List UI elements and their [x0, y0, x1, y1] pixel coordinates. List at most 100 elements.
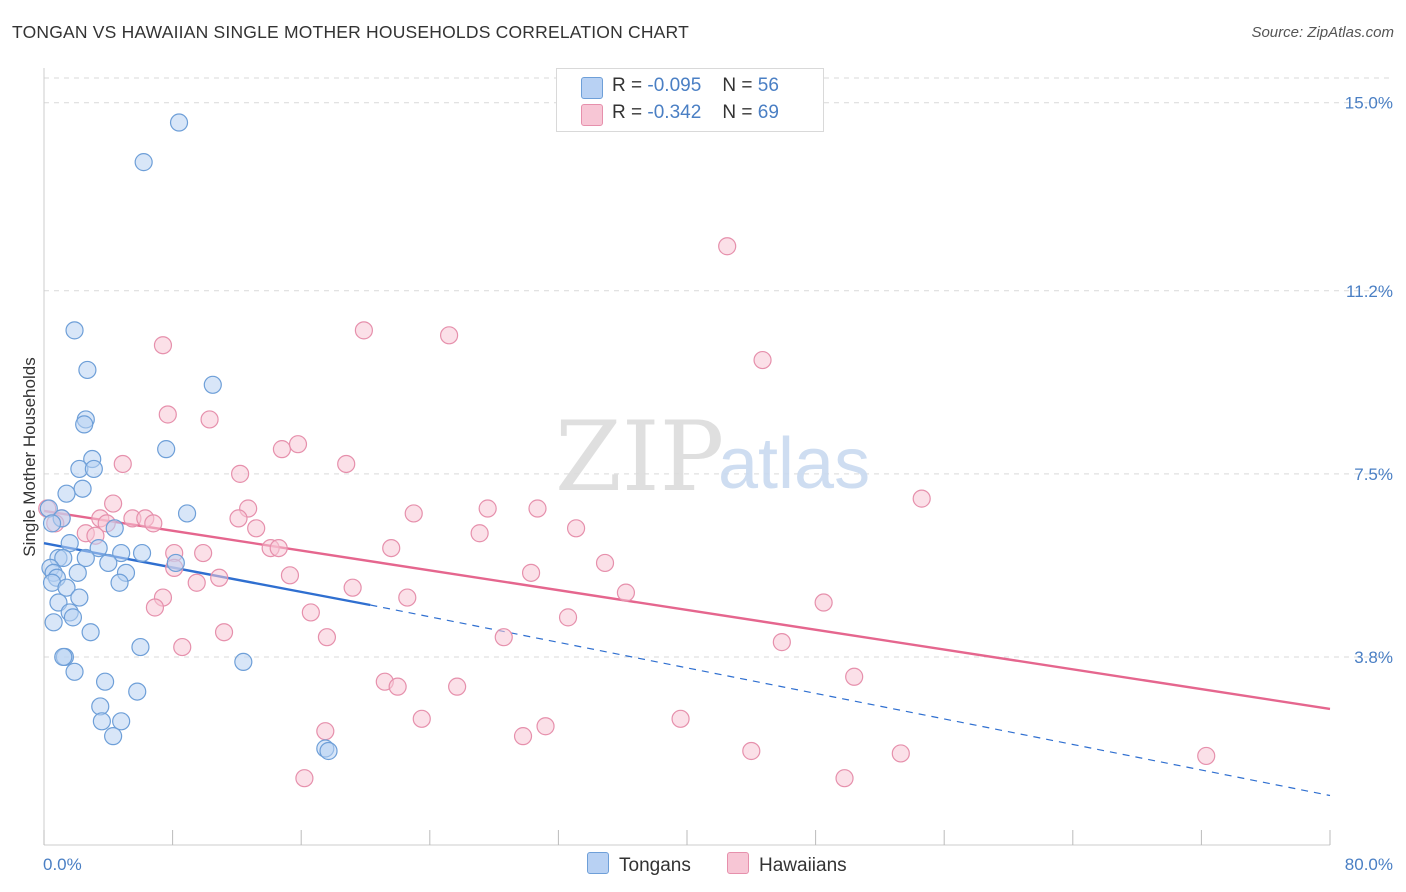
tongan-point — [44, 613, 63, 632]
hawaiian-point — [316, 722, 335, 741]
tongan-point — [65, 662, 84, 681]
tongan-point — [57, 578, 76, 597]
x-tick-label: 0.0% — [43, 855, 82, 874]
hawaiian-point — [494, 628, 513, 647]
tongan-point — [157, 440, 176, 459]
hawaiian-point — [412, 709, 431, 728]
x-tick-label: 80.0% — [1345, 855, 1393, 874]
tongan-point — [110, 573, 129, 592]
hawaiian-point — [247, 519, 266, 538]
hawaiian-point — [280, 566, 300, 585]
hawaiian-point — [269, 538, 288, 558]
tongan-point — [166, 553, 185, 573]
hawaiian-point — [753, 350, 772, 370]
hawaiian-point — [404, 504, 423, 523]
hawaiian-point — [317, 628, 337, 647]
hawaiian-point — [104, 494, 123, 513]
hawaiian-point — [153, 336, 173, 355]
hawaiian-point — [173, 637, 192, 657]
tongan-point — [68, 563, 87, 582]
hawaiian-point — [388, 677, 407, 696]
tongan-point — [319, 741, 338, 761]
tongan-point — [128, 682, 147, 701]
hawaiian-point — [398, 588, 417, 607]
tongan-point — [105, 519, 124, 538]
hawaiian-point — [144, 514, 163, 533]
hawaiian-point — [448, 677, 467, 696]
tongan-point — [177, 504, 197, 523]
watermark-zip: ZIP — [555, 401, 724, 513]
tongan-point — [134, 153, 153, 172]
tongan-point — [81, 623, 100, 642]
grid-lines — [44, 77, 1392, 658]
legend-r-value: -0.095 — [647, 75, 702, 96]
hawaiian-point — [772, 633, 791, 652]
hawaiian-point — [814, 593, 833, 612]
hawaiian-point — [566, 519, 586, 538]
hawaiian-point — [382, 538, 401, 558]
legend-r-label: R = — [612, 75, 643, 96]
tongan-point — [54, 548, 73, 568]
hawaiian-point — [337, 454, 356, 474]
legend-n-label: N = — [722, 102, 753, 123]
y-tick-label: 11.2% — [1346, 282, 1393, 301]
tongan-point — [78, 360, 97, 380]
legend-n-label: N = — [722, 75, 753, 96]
y-tick-label: 15.0% — [1345, 94, 1393, 113]
hawaiian-point — [288, 435, 308, 454]
hawaiian-point — [113, 454, 132, 474]
hawaiian-point — [845, 667, 864, 686]
hawaiian-point — [439, 326, 459, 345]
hawaiian-point — [194, 543, 213, 563]
trend-lines — [43, 509, 1331, 797]
data-points — [38, 113, 1216, 788]
hawaiian-point — [478, 499, 497, 518]
legend-item-hawaiians[interactable]: Hawaiians — [727, 852, 847, 877]
hawaiian-point — [229, 509, 248, 528]
tongan-point — [70, 588, 89, 607]
tongan-point — [76, 548, 95, 568]
tongan-point — [131, 637, 150, 657]
hawaiian-point — [295, 769, 314, 788]
hawaiian-point — [513, 727, 533, 746]
hawaiian-point — [145, 598, 165, 617]
legend-item-tongans[interactable]: Tongans — [587, 852, 691, 877]
hawaiian-point — [742, 741, 761, 761]
hawaiian-point — [595, 553, 615, 573]
hawaiian-point — [616, 583, 636, 602]
tongan-point — [73, 479, 92, 498]
axes — [43, 68, 1331, 846]
tongan-point — [112, 543, 131, 563]
hawaiian-point — [912, 489, 931, 508]
hawaiian-point — [210, 568, 229, 587]
legend-r-value: -0.342 — [647, 102, 702, 123]
tongan-point — [132, 543, 152, 563]
tongans-legend-label: Tongans — [619, 855, 691, 876]
stats-legend: R = -0.095 N = 56 R = -0.342 N = 69 — [556, 68, 824, 132]
watermark: ZIP atlas — [555, 401, 870, 513]
hawaiians-swatch — [581, 104, 603, 126]
legend-n-value: 56 — [757, 75, 779, 96]
tongan-point — [104, 727, 123, 746]
hawaiian-point — [231, 464, 250, 483]
tongan-point — [75, 415, 94, 434]
axis-labels: 3.8% 7.5% 11.2% 15.0% 0.0% 80.0% Single Mother… — [20, 94, 1393, 874]
source-label: Source: ZipAtlas.com — [1251, 24, 1394, 41]
watermark-atlas: atlas — [718, 424, 870, 504]
tongans-legend-swatch — [587, 852, 609, 874]
tongan-point — [203, 375, 222, 394]
legend-r-label: R = — [612, 102, 643, 123]
hawaiian-point — [214, 623, 234, 642]
hawaiian-point — [891, 744, 910, 763]
hawaiians-legend-swatch — [727, 852, 749, 874]
tongan-point — [57, 484, 76, 503]
hawaiian-point — [536, 717, 555, 736]
y-axis-label: Single Mother Households — [20, 357, 39, 556]
hawaiians-trend-line — [43, 509, 1331, 711]
hawaiian-point — [528, 499, 547, 518]
tongan-point — [234, 652, 253, 672]
hawaiian-point — [200, 410, 219, 429]
hawaiian-point — [158, 405, 177, 424]
tongan-point — [42, 514, 62, 533]
